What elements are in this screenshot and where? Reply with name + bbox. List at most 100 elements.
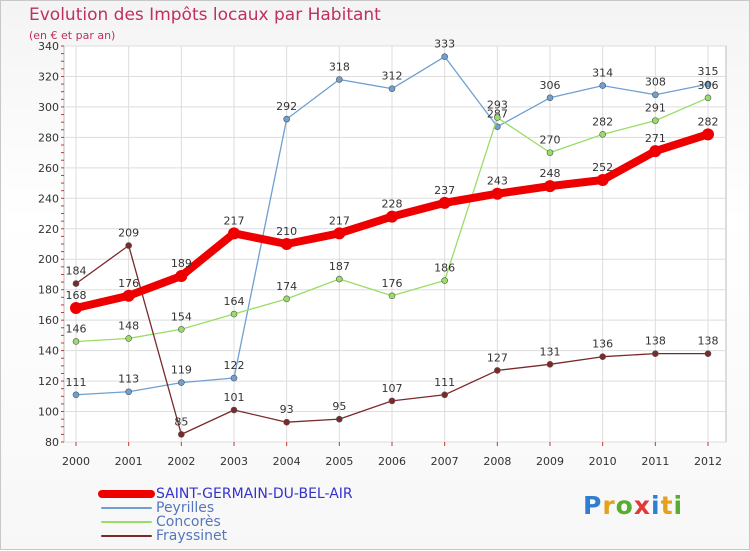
data-point [125, 388, 132, 396]
data-label: 136 [592, 338, 613, 351]
data-point [491, 187, 504, 200]
data-label: 282 [592, 115, 613, 128]
data-point [388, 397, 396, 405]
legend-label: Frayssinet [156, 528, 228, 544]
data-label: 248 [540, 167, 561, 180]
data-point [438, 196, 451, 209]
data-point [704, 350, 712, 357]
data-point [441, 53, 448, 60]
data-label: 252 [592, 161, 613, 174]
data-label: 119 [171, 364, 192, 377]
data-point [72, 391, 80, 399]
chart-title: Evolution des Impôts locaux par Habitant [29, 5, 381, 25]
data-label: 187 [329, 260, 350, 273]
data-label: 217 [224, 214, 245, 227]
data-label: 131 [540, 345, 561, 358]
data-label: 333 [434, 38, 455, 51]
data-point [652, 117, 659, 124]
y-tick-label: 280 [38, 131, 59, 144]
data-point [596, 174, 609, 187]
data-label: 138 [645, 335, 666, 348]
y-tick-label: 120 [38, 375, 59, 388]
y-tick-label: 220 [38, 223, 59, 236]
data-point [178, 379, 185, 386]
data-label: 176 [382, 277, 403, 290]
x-tick-label: 2008 [483, 455, 511, 468]
data-label: 95 [332, 400, 346, 413]
data-point [125, 335, 132, 342]
y-tick-label: 100 [38, 406, 59, 419]
data-point [333, 227, 346, 240]
data-point [283, 295, 290, 303]
data-point [283, 418, 290, 426]
data-label: 291 [645, 102, 666, 115]
x-tick-label: 2009 [536, 455, 564, 468]
data-label: 293 [487, 99, 508, 112]
data-point [441, 391, 448, 399]
data-label: 111 [434, 376, 455, 389]
data-point [704, 94, 712, 102]
x-tick-label: 2001 [115, 455, 143, 468]
data-label: 210 [276, 225, 297, 238]
x-tick-label: 2011 [641, 455, 669, 468]
data-point [652, 91, 659, 99]
data-point [230, 374, 238, 382]
data-point [178, 325, 185, 333]
data-point [230, 406, 238, 414]
x-tick-label: 2005 [325, 455, 353, 468]
plot-area [63, 45, 727, 443]
data-point [280, 238, 293, 250]
data-label: 107 [382, 382, 403, 395]
data-label: 308 [645, 76, 666, 89]
x-tick-label: 2000 [62, 455, 90, 468]
data-point [599, 131, 606, 138]
data-point [336, 415, 343, 423]
data-label: 237 [434, 184, 455, 197]
data-point [544, 180, 556, 193]
x-tick-label: 2012 [694, 455, 722, 468]
data-point [388, 292, 396, 300]
y-tick-label: 320 [38, 70, 59, 83]
data-label: 148 [118, 319, 139, 332]
data-point [702, 128, 714, 141]
data-label: 184 [66, 265, 87, 278]
x-tick-label: 2003 [220, 455, 248, 468]
data-point [178, 431, 185, 438]
data-point [441, 277, 448, 284]
data-label: 127 [487, 351, 508, 364]
data-point [283, 115, 290, 123]
data-label: 270 [540, 134, 561, 147]
chart-subtitle: (en € et par an) [29, 29, 116, 42]
data-label: 186 [434, 262, 455, 275]
y-tick-label: 140 [38, 345, 59, 358]
data-label: 217 [329, 214, 350, 227]
data-label: 174 [276, 280, 297, 293]
data-point [125, 242, 132, 249]
data-point [494, 114, 501, 121]
data-point [72, 338, 80, 345]
data-label: 189 [171, 257, 192, 270]
legend-label: Concorès [156, 514, 221, 530]
data-label: 312 [382, 70, 403, 83]
data-point [228, 227, 240, 240]
y-tick-label: 240 [38, 192, 59, 205]
data-label: 146 [66, 322, 87, 335]
legend-label: SAINT-GERMAIN-DU-BEL-AIR [156, 486, 353, 502]
data-label: 243 [487, 175, 508, 188]
data-point [494, 367, 501, 374]
data-label: 168 [66, 289, 87, 302]
data-label: 113 [118, 373, 139, 386]
data-point [649, 145, 662, 158]
data-label: 292 [276, 100, 297, 113]
data-point [546, 94, 554, 102]
data-point [230, 310, 238, 318]
data-label: 314 [592, 67, 613, 80]
y-tick-label: 200 [38, 253, 59, 266]
data-point [336, 275, 343, 283]
legend-label: Peyrilles [156, 500, 215, 516]
x-tick-label: 2004 [273, 455, 301, 468]
y-tick-label: 80 [45, 436, 59, 449]
data-label: 318 [329, 61, 350, 74]
data-label: 164 [224, 295, 245, 308]
